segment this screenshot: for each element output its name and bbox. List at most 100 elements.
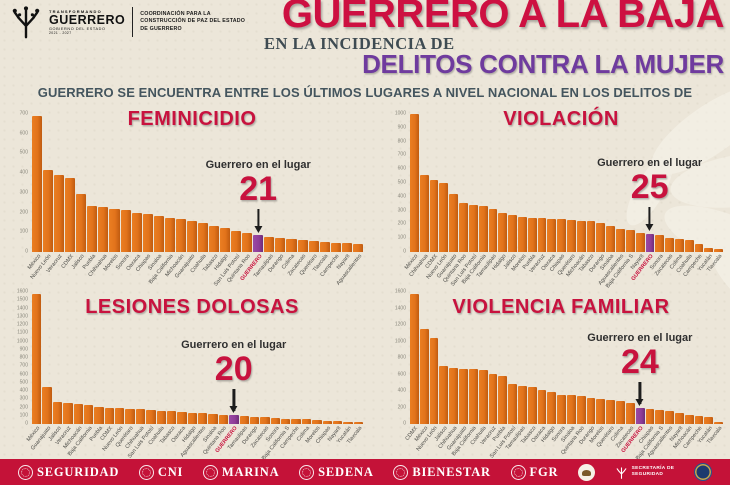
annotation-rank: 21 <box>239 169 278 208</box>
x-label-cell: Veracruz <box>46 252 64 290</box>
chart-title: VIOLENCIA FAMILIAR <box>452 296 670 318</box>
bar <box>270 418 280 424</box>
bar <box>547 392 557 424</box>
y-tick-label: 600 <box>19 371 28 377</box>
state-logo: TRANSFORMANDO GUERRERO GOBIERNO DEL ESTA… <box>10 5 254 39</box>
bar <box>120 210 131 252</box>
bar <box>32 115 43 252</box>
tree-icon <box>615 466 628 479</box>
x-label-cell: Baja California <box>67 424 94 462</box>
chart-feminicidio: FEMINICIDIO 0 100 200 300 400 500 600 700 Méxic… <box>18 102 366 288</box>
bar <box>547 218 557 252</box>
bar <box>353 422 363 424</box>
footer-item-label: MARINA <box>221 464 280 479</box>
down-arrow-icon <box>232 389 235 412</box>
bar <box>488 209 498 252</box>
bar <box>674 238 684 252</box>
bar <box>43 170 54 252</box>
plot: 0 100 200 300 400 500 600 700 800 900 1000 México C… <box>395 111 724 289</box>
bar <box>655 410 665 424</box>
bar <box>104 407 114 424</box>
x-label-cell: Puebla <box>89 424 104 462</box>
bar <box>694 415 704 424</box>
intro-sentence: GUERRERO SE ENCUENTRA ENTRE LOS ÚLTIMOS … <box>37 85 693 100</box>
chart-violencia-familiar: VIOLENCIA FAMILIAR 0 200 400 600 800 1000 1200… <box>394 288 726 462</box>
chart-title: VIOLACIÓN <box>503 108 619 130</box>
footer: SEGURIDAD CNI MARINA SEDENA BIENESTAR FGR SECR… <box>0 459 730 485</box>
bar <box>655 235 665 252</box>
y-axis: 0 100 200 300 400 500 600 700 <box>19 111 30 254</box>
y-tick-label: 1400 <box>394 305 406 311</box>
bar <box>308 240 319 252</box>
chart-title: FEMINICIDIO <box>127 108 257 130</box>
bar <box>449 194 459 252</box>
bar <box>332 421 343 424</box>
bar <box>73 404 83 424</box>
seal-icon <box>202 464 218 480</box>
bar <box>714 421 723 424</box>
bar <box>410 293 419 424</box>
seal-icon <box>393 464 409 480</box>
footer-item-label: SECRETARÍA DE SEGURIDAD <box>631 466 675 477</box>
bar <box>52 401 63 424</box>
y-tick-label: 1300 <box>16 313 28 320</box>
bar <box>109 209 120 252</box>
y-tick-label: 200 <box>19 404 28 410</box>
bar <box>65 178 76 252</box>
y-tick-label: 200 <box>397 404 406 410</box>
y-tick-label: 600 <box>19 130 28 137</box>
bar <box>616 228 625 252</box>
annotation: Guerrero en el lugar 21 <box>206 159 311 231</box>
bar <box>684 239 694 252</box>
x-label-cell: Tlaxcala <box>706 424 723 462</box>
bar <box>135 409 146 424</box>
bar <box>301 419 312 424</box>
bar <box>468 369 478 424</box>
annotation: Guerrero en el lugar 24 <box>587 332 692 404</box>
guerrero-bar <box>635 407 645 424</box>
bar <box>319 241 330 252</box>
bar <box>198 413 208 424</box>
y-tick-label: 300 <box>19 189 28 196</box>
brand-subtitle: GOBIERNO DEL ESTADO <box>49 27 106 32</box>
y-tick-label: 1000 <box>394 110 406 117</box>
annotation-rank: 20 <box>214 350 253 389</box>
y-tick-label: 100 <box>19 412 28 419</box>
x-label-cell: Jalisco <box>71 252 86 290</box>
bar <box>527 386 537 424</box>
x-labels: México Chihuahua CDMX Nuevo León Guanajuato Q… <box>404 252 724 290</box>
x-label-cell: Querétaro <box>596 424 616 462</box>
bar <box>596 223 606 252</box>
y-tick-label: 1600 <box>394 288 406 295</box>
bar <box>220 228 231 252</box>
y-tick-label: 0 <box>25 420 28 427</box>
bar <box>527 217 537 252</box>
blue-seal-icon <box>693 463 712 481</box>
x-labels: México Nuevo León Veracruz CDMX Jalisco Puebl… <box>27 252 363 290</box>
bar <box>146 410 156 424</box>
footer-item-label: FGR <box>529 464 559 479</box>
bar <box>468 205 478 252</box>
bar <box>704 417 714 424</box>
bar <box>596 398 606 424</box>
x-label-cell: Tlaxcala <box>706 252 723 290</box>
y-tick-label: 0 <box>403 420 406 427</box>
y-tick-label: 700 <box>19 362 28 369</box>
bars <box>410 292 723 424</box>
bar <box>94 406 104 424</box>
bar <box>218 414 229 424</box>
bars <box>32 292 363 424</box>
bar <box>286 239 297 252</box>
bar <box>187 412 197 424</box>
x-labels: México Guanajuato Jalisco Veracruz Michoacán… <box>26 424 363 462</box>
y-tick-label: 0 <box>403 248 406 255</box>
bar <box>291 419 301 424</box>
bar <box>419 174 429 252</box>
bar <box>439 183 449 252</box>
bar <box>164 217 175 252</box>
brand-name: GUERRERO <box>49 12 126 27</box>
seal-icon <box>299 464 315 480</box>
annotation-rank: 25 <box>630 168 669 207</box>
bar <box>498 376 508 424</box>
